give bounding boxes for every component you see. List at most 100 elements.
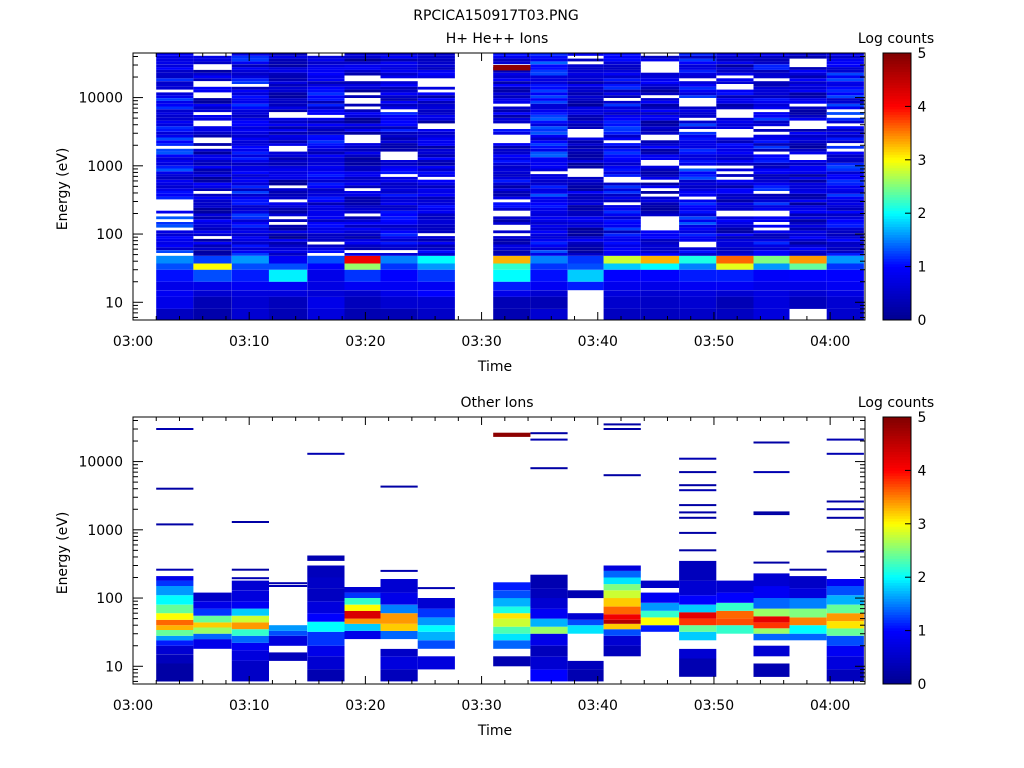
- heatmap-cell: [344, 182, 381, 186]
- colorbar-segment: [883, 486, 911, 490]
- heatmap-cell: [156, 126, 194, 129]
- heatmap-cell: [603, 619, 641, 624]
- colorbar-segment: [883, 534, 911, 538]
- heatmap-cell: [493, 290, 531, 297]
- heatmap-cell: [417, 95, 455, 98]
- heatmap-cell: [156, 290, 194, 297]
- heatmap-cell: [530, 250, 568, 253]
- heatmap-cell: [307, 601, 345, 614]
- y-tick-label: 10: [105, 295, 123, 311]
- heatmap-cell: [307, 78, 345, 82]
- heatmap-cell: [826, 78, 864, 82]
- heatmap-cell: [344, 84, 381, 87]
- heatmap-cell: [640, 610, 680, 618]
- heatmap-cell: [231, 241, 269, 245]
- colorbar-tick-label: 5: [918, 410, 927, 426]
- colorbar-segment: [883, 499, 911, 503]
- heatmap-cell: [156, 120, 194, 124]
- heatmap-cell: [789, 224, 827, 228]
- heatmap-cell: [679, 263, 717, 270]
- colorbar-segment: [883, 202, 911, 206]
- heatmap-cell: [679, 86, 717, 90]
- heatmap-cell: [530, 162, 568, 166]
- heatmap-cell: [193, 176, 232, 180]
- heatmap-cell: [417, 53, 455, 56]
- colorbar-segment: [883, 665, 911, 669]
- heatmap-cell: [268, 224, 308, 228]
- heatmap-cell: [640, 238, 680, 242]
- heatmap-cell: [530, 608, 568, 619]
- heatmap-cell: [826, 290, 864, 297]
- heatmap-cell: [530, 210, 568, 214]
- heatmap-cell: [156, 179, 194, 183]
- heatmap-cell: [268, 64, 308, 68]
- heatmap-cell: [789, 608, 827, 618]
- colorbar-segment: [883, 159, 911, 163]
- colorbar-segment: [883, 317, 911, 321]
- heatmap-cell: [307, 81, 345, 84]
- heatmap-cell: [679, 191, 717, 194]
- heatmap-cell: [567, 179, 604, 183]
- heatmap-cell: [417, 222, 455, 225]
- heatmap-cell: [603, 199, 641, 203]
- heatmap-cell: [268, 53, 308, 56]
- heatmap-cell: [344, 67, 381, 70]
- colorbar-segment: [883, 122, 911, 126]
- heatmap-cell: [716, 55, 754, 59]
- heatmap-cell: [716, 205, 754, 208]
- heatmap-cell: [789, 145, 827, 149]
- heatmap-cell: [268, 196, 308, 200]
- heatmap-cell: [344, 630, 381, 640]
- heatmap-cell: [493, 182, 531, 186]
- heatmap-line: [530, 432, 568, 435]
- heatmap-cell: [603, 255, 641, 264]
- heatmap-cell: [716, 196, 754, 200]
- heatmap-cell: [307, 269, 345, 282]
- heatmap-cell: [716, 238, 754, 242]
- heatmap-cell: [417, 86, 455, 90]
- heatmap-cell: [417, 608, 455, 618]
- heatmap-cell: [156, 67, 194, 70]
- colorbar-segment: [883, 438, 911, 442]
- heatmap-cell: [716, 216, 754, 220]
- heatmap-cell: [344, 129, 381, 132]
- heatmap-cell: [193, 224, 232, 228]
- heatmap-cell: [156, 216, 194, 220]
- heatmap-cell: [530, 656, 568, 670]
- colorbar-segment: [883, 239, 911, 243]
- heatmap-cell: [344, 296, 381, 309]
- heatmap-cell: [530, 92, 568, 96]
- heatmap-cell: [530, 233, 568, 237]
- heatmap-cell: [193, 165, 232, 169]
- heatmap-cell: [344, 162, 381, 166]
- heatmap-cell: [603, 109, 641, 113]
- heatmap-cell: [716, 145, 754, 149]
- heatmap-cell: [603, 645, 641, 657]
- heatmap-cell: [716, 247, 754, 251]
- heatmap-line: [753, 441, 790, 444]
- colorbar-segment: [883, 154, 911, 158]
- heatmap-cell: [640, 103, 680, 107]
- heatmap-cell: [307, 154, 345, 158]
- heatmap-cell: [344, 238, 381, 242]
- heatmap-cell: [417, 165, 455, 169]
- heatmap-cell: [603, 296, 641, 309]
- heatmap-cell: [679, 95, 717, 98]
- heatmap-cell: [231, 112, 269, 115]
- heatmap-cell: [789, 151, 827, 155]
- heatmap-cell: [193, 185, 232, 189]
- heatmap-cell: [344, 174, 381, 177]
- heatmap-cell: [826, 176, 864, 180]
- heatmap-cell: [156, 247, 194, 251]
- heatmap-cell: [753, 247, 790, 251]
- heatmap-cell: [530, 626, 568, 634]
- heatmap-cell: [567, 109, 604, 113]
- heatmap-cell: [417, 656, 455, 670]
- heatmap-cell: [344, 151, 381, 155]
- heatmap-cell: [716, 281, 754, 291]
- heatmap-cell: [603, 623, 641, 630]
- heatmap-cell: [679, 210, 717, 214]
- colorbar-segment: [883, 79, 911, 83]
- heatmap-cell: [679, 205, 717, 208]
- heatmap-cell: [344, 244, 381, 248]
